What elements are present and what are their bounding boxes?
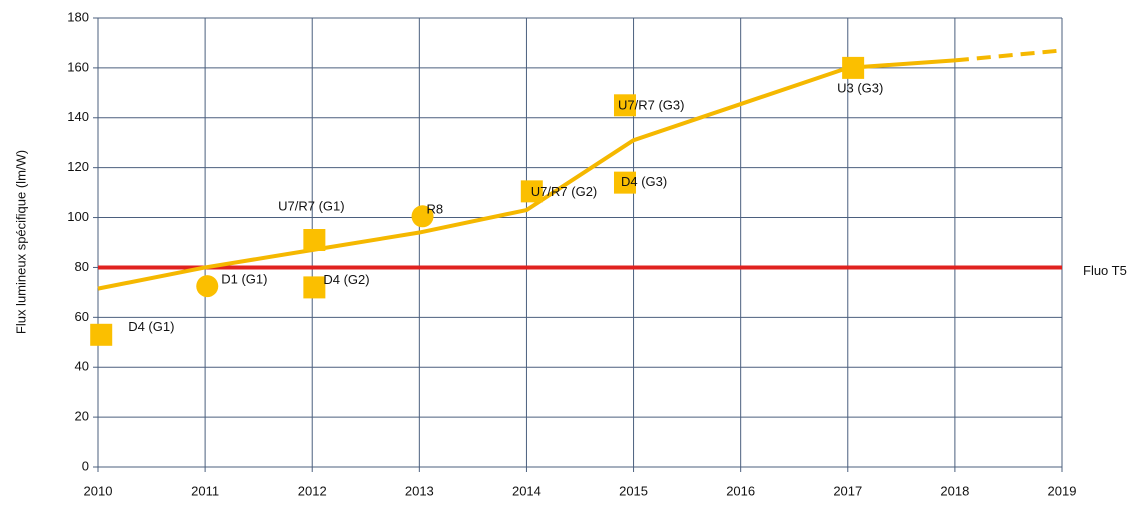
x-tick-label: 2015 [619,483,648,498]
x-tick-label: 2014 [512,483,541,498]
y-tick-label: 60 [75,309,89,324]
x-tick-label: 2013 [405,483,434,498]
x-tick-label: 2010 [84,483,113,498]
point [196,275,219,298]
point [303,229,326,252]
point [842,56,865,79]
x-tick-label: 2016 [726,483,755,498]
y-axis-label: Flux lumineux spécifique (lm/W) [13,150,28,334]
trend-line [954,48,1063,63]
y-tick-label: 140 [67,109,89,124]
point-label: U7/R7 (G1) [278,198,344,213]
y-tick-label: 160 [67,59,89,74]
y-tick-label: 120 [67,159,89,174]
y-tick-label: 20 [75,409,89,424]
point-label: D4 (G2) [323,272,369,287]
y-tick-label: 0 [82,458,89,473]
point [303,276,326,299]
point [411,205,434,228]
point [520,180,543,203]
x-tick-label: 2011 [191,483,219,498]
point-label: U7/R7 (G2) [531,184,597,199]
x-tick-label: 2017 [833,483,862,498]
point-label: R8 [427,202,444,217]
point [613,94,636,117]
point-label: U7/R7 (G3) [618,98,684,113]
point-label: D4 (G1) [128,319,174,334]
point-label: U3 (G3) [837,80,883,95]
point [90,323,113,346]
y-tick-label: 40 [75,359,89,374]
x-tick-label: 2012 [298,483,327,498]
y-tick-label: 100 [67,209,89,224]
x-tick-label: 2018 [940,483,969,498]
y-tick-label: 80 [75,259,89,274]
reference-label: Fluo T5 [1083,263,1127,278]
trend-line [97,58,956,291]
point [613,171,636,194]
y-tick-label: 180 [67,9,89,24]
point-label: D4 (G3) [621,174,667,189]
x-tick-label: 2019 [1048,483,1077,498]
point-label: D1 (G1) [221,272,267,287]
